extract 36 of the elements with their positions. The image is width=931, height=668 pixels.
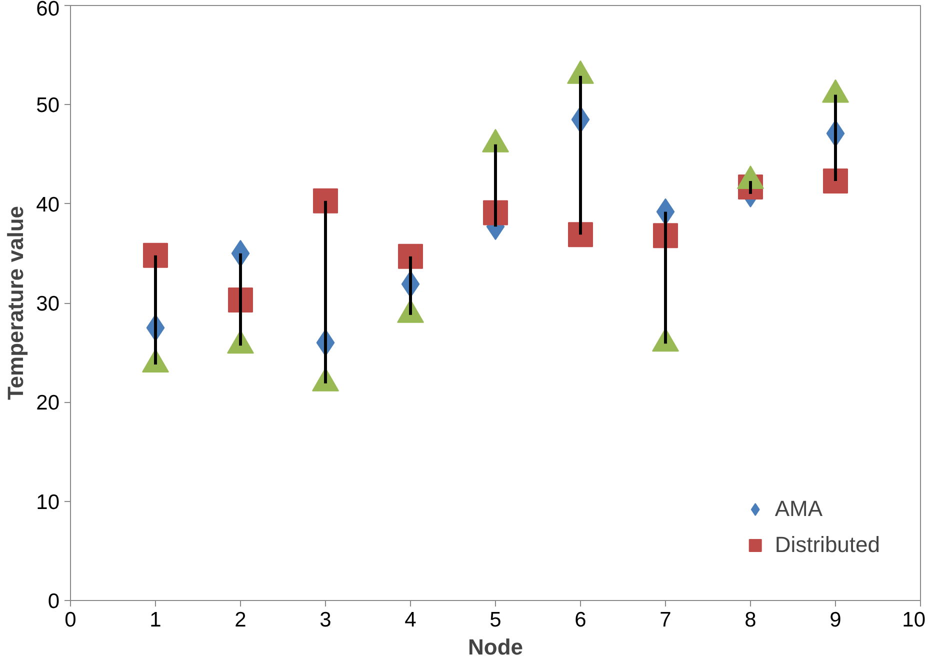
- bar: [494, 144, 497, 227]
- x-tick-label: 10: [902, 608, 926, 632]
- x-tick-label: 1: [150, 608, 162, 632]
- bar: [239, 253, 242, 346]
- point: [398, 244, 423, 269]
- y-tick-label: 40: [36, 193, 60, 216]
- legend-label: Distributed: [774, 532, 880, 558]
- x-tick-label: 3: [320, 608, 332, 632]
- y-axis-title: Temperature value: [3, 206, 28, 400]
- y-tick-label: 10: [36, 490, 60, 514]
- x-tick-label: 9: [830, 608, 842, 632]
- point: [823, 168, 848, 194]
- bar: [749, 181, 752, 194]
- y-tick-label: 50: [36, 94, 60, 118]
- bar: [324, 200, 327, 384]
- y-tick-label: 0: [48, 590, 60, 613]
- x-tick-label: 5: [490, 608, 502, 632]
- x-tick-label: 8: [744, 608, 756, 632]
- y-tick-label: 20: [36, 392, 60, 415]
- x-tick-label: 2: [234, 608, 246, 632]
- x-tick-label: 7: [660, 608, 672, 632]
- x-axis-title: Node: [468, 634, 523, 660]
- bar: [409, 256, 412, 315]
- x-tick-label: 0: [64, 608, 76, 632]
- bar: [664, 212, 667, 344]
- bar: [579, 76, 582, 235]
- y-tick-label: 30: [36, 292, 60, 316]
- point: [143, 242, 168, 268]
- point: [313, 188, 338, 214]
- legend-label: AMA: [774, 496, 823, 522]
- x-tick-label: 6: [574, 608, 586, 632]
- point: [568, 222, 593, 248]
- x-tick-label: 4: [404, 608, 417, 632]
- y-tick-label: 60: [36, 0, 60, 20]
- bar: [834, 94, 837, 182]
- bar: [154, 255, 157, 364]
